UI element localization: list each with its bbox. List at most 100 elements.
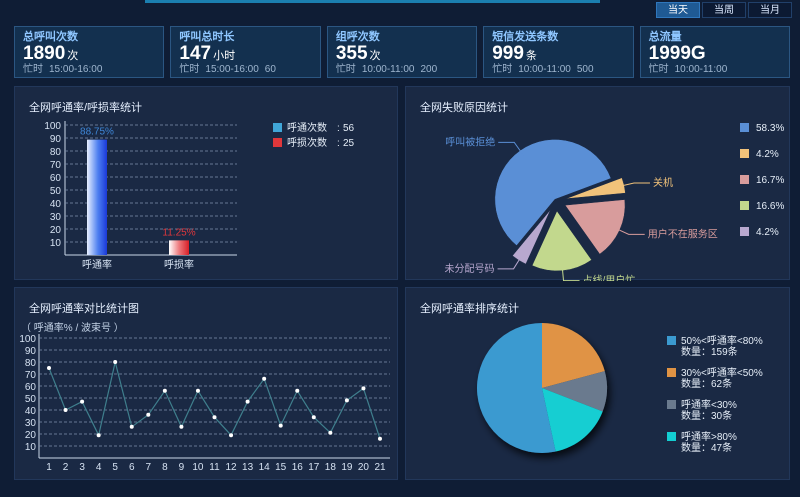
data-point xyxy=(378,436,382,441)
data-point xyxy=(179,424,184,429)
y-tick-label: 60 xyxy=(50,173,62,184)
panel-rate-ranking: 全网呼通率排序统计 50%<呼通率<80% 数量：159条 30%<呼通率<50% 数… xyxy=(405,287,790,480)
data-point xyxy=(229,433,234,438)
stat-busy-label: 忙时 xyxy=(492,64,513,75)
y-tick-label: 50 xyxy=(50,186,62,197)
stat-card-sms: 短信发送条数 999 条 忙时 10:00-11:00 500 xyxy=(483,26,634,78)
panel-rate-comparison: 全网呼通率对比统计图 （ 呼通率% / 波束号 ） 10 20 30 40 50 60 70… xyxy=(14,287,398,480)
bar-loss-rate xyxy=(169,240,189,255)
legend-swatch xyxy=(740,149,749,158)
stat-busy-time: 10:00-11:00 xyxy=(518,64,571,75)
pie-group xyxy=(476,323,607,453)
panel-failure-reasons: 全网失败原因统计 呼叫被拒绝关机用户不在服务区占线/用户忙 未分配号码 58.3% 4… xyxy=(405,86,790,281)
y-tick-label: 90 xyxy=(50,134,62,145)
series-line xyxy=(48,361,381,439)
x-tick-label: 15 xyxy=(275,462,287,473)
chart-axis-caption: （ 呼通率% / 波束号 ） xyxy=(21,323,124,334)
tab-this-month[interactable]: 当月 xyxy=(748,2,792,18)
x-tick-label: 10 xyxy=(192,462,204,473)
stat-busy-label: 忙时 xyxy=(23,64,43,75)
y-tick-label: 10 xyxy=(50,238,62,249)
legend-swatch xyxy=(667,432,676,441)
failure-pie-chart: 呼叫被拒绝关机用户不在服务区占线/用户忙 未分配号码 58.3% 4.2% 16.7% 1… xyxy=(445,123,784,281)
stat-card-call-duration: 呼叫总时长 147 小时 忙时 15:00-16:00 60 xyxy=(170,26,321,78)
data-point xyxy=(278,423,283,428)
legend-label: 呼损次数 xyxy=(287,136,327,149)
leader-line xyxy=(497,254,523,270)
data-point xyxy=(63,408,68,412)
x-tick-label: 16 xyxy=(292,462,304,473)
x-tick-label: 1 xyxy=(46,462,52,473)
tab-this-week[interactable]: 当周 xyxy=(702,2,746,18)
slice-label: 关机 xyxy=(653,176,673,189)
stat-unit: 条 xyxy=(525,50,537,62)
panel-title: 全网失败原因统计 xyxy=(420,102,508,114)
legend-value: 56 xyxy=(343,123,355,134)
legend-count: 数量：62条 xyxy=(681,377,732,390)
leader-line xyxy=(613,227,645,235)
x-tick-label: 20 xyxy=(358,462,370,473)
y-tick-label: 90 xyxy=(25,346,37,357)
stat-title: 总呼叫次数 xyxy=(23,31,78,43)
data-point xyxy=(212,415,217,420)
y-tick-label: 10 xyxy=(25,442,37,453)
slice-label: 占线/用户忙 xyxy=(583,274,636,281)
legend-swatch xyxy=(740,123,749,132)
legend-percent: 4.2% xyxy=(756,227,779,238)
y-tick-label: 70 xyxy=(50,160,62,171)
panel-title: 全网呼通率排序统计 xyxy=(420,303,519,315)
y-tick-label: 20 xyxy=(50,225,62,236)
bar-connect-rate xyxy=(87,139,107,255)
y-tick-label: 30 xyxy=(25,418,37,429)
slice-label: 用户不在服务区 xyxy=(648,227,718,240)
stat-busy-time: 10:00-11:00 xyxy=(674,64,728,75)
stat-card-total-calls: 总呼叫次数 1890 次 忙时 15:00-16:00 xyxy=(14,26,165,78)
legend-label: 呼通率>80% xyxy=(681,430,737,443)
data-point xyxy=(195,388,200,393)
legend-label: 呼通率<30% xyxy=(681,398,737,411)
stat-unit: 次 xyxy=(67,50,79,62)
y-tick-label: 100 xyxy=(19,334,36,345)
x-tick-label: 呼损率 xyxy=(164,258,194,271)
panel-call-rate: 全网呼通率/呼损率统计 10 20 30 40 50 60 70 80 90 100 88.75% 呼… xyxy=(14,86,398,280)
pie-slice xyxy=(476,323,556,453)
y-tick-label: 40 xyxy=(50,199,62,210)
x-tick-label: 9 xyxy=(179,462,185,473)
stat-value: 999 xyxy=(492,43,524,64)
pie-slice xyxy=(542,371,607,412)
data-point xyxy=(80,399,85,404)
tab-today[interactable]: 当天 xyxy=(656,2,700,18)
stat-title: 组呼次数 xyxy=(335,31,380,43)
legend-swatch xyxy=(667,336,676,345)
bar-value-label: 88.75% xyxy=(80,127,114,138)
stat-title: 短信发送条数 xyxy=(492,31,559,43)
legend-percent: 4.2% xyxy=(756,149,779,160)
stat-busy-label: 忙时 xyxy=(179,64,200,75)
data-point xyxy=(262,376,267,381)
x-tick-label: 3 xyxy=(79,462,85,473)
leader-line xyxy=(498,141,524,156)
x-tick-label: 19 xyxy=(341,462,353,473)
x-tick-label: 呼通率 xyxy=(82,258,112,271)
panel-title: 全网呼通率对比统计图 xyxy=(29,303,139,315)
legend-percent: 58.3% xyxy=(756,123,784,134)
data-point xyxy=(47,366,51,370)
y-tick-label: 60 xyxy=(25,382,37,393)
legend-swatch xyxy=(667,400,676,409)
legend-swatch xyxy=(667,368,676,377)
stat-unit: 次 xyxy=(369,50,381,62)
legend-swatch xyxy=(740,227,749,236)
y-tick-label: 50 xyxy=(25,394,37,405)
stats-row: 总呼叫次数 1890 次 忙时 15:00-16:00 呼叫总时长 147 小时 忙时… xyxy=(14,26,791,78)
stat-card-total-traffic: 总流量 1999G 忙时 10:00-11:00 xyxy=(639,26,791,78)
legend-label: 呼通次数 xyxy=(287,121,327,134)
legend-percent: 16.7% xyxy=(756,175,784,186)
x-tick-label: 5 xyxy=(112,462,118,473)
data-point xyxy=(344,398,349,403)
legend-count: 数量：47条 xyxy=(681,441,732,454)
data-point xyxy=(96,433,101,438)
legend-value: 25 xyxy=(343,138,355,149)
leader-line xyxy=(618,182,650,188)
stat-busy-label: 忙时 xyxy=(648,64,669,75)
